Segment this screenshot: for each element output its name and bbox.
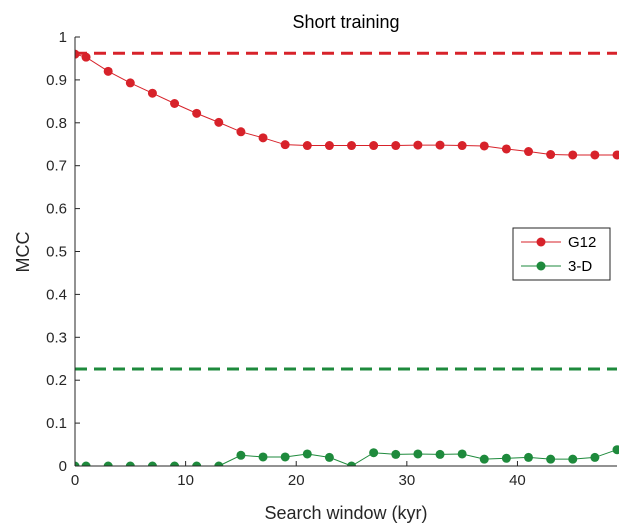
- data-point-3-d: [369, 448, 379, 458]
- x-tick-label: 20: [288, 472, 305, 489]
- x-tick-label: 0: [71, 472, 79, 489]
- data-point-3-d: [192, 461, 202, 466]
- y-tick-label: 1: [59, 29, 67, 46]
- data-point-g12: [391, 141, 401, 151]
- data-point-3-d: [170, 461, 180, 466]
- data-point-3-d: [81, 461, 91, 466]
- data-point-3-d: [302, 449, 312, 459]
- data-point-g12: [103, 66, 113, 76]
- data-point-3-d: [258, 452, 268, 462]
- data-point-g12: [125, 78, 135, 88]
- x-axis: 0 10 20 30 40: [71, 461, 617, 489]
- y-axis-label: MCC: [13, 232, 33, 273]
- data-point-3-d: [236, 450, 246, 460]
- data-point-3-d: [546, 454, 556, 464]
- data-point-g12: [236, 127, 246, 137]
- chart-title: Short training: [292, 12, 399, 32]
- data-point-3-d: [147, 461, 157, 466]
- data-point-g12: [369, 141, 379, 151]
- data-point-3-d: [214, 461, 224, 466]
- y-tick-label: 0.2: [46, 372, 67, 389]
- data-point-g12: [457, 141, 467, 151]
- data-point-g12: [258, 133, 268, 143]
- data-point-g12: [214, 117, 224, 127]
- data-point-g12: [192, 108, 202, 118]
- legend-marker-g12: [536, 237, 546, 247]
- data-point-g12: [568, 150, 578, 160]
- data-point-3-d: [590, 452, 600, 462]
- data-point-g12: [501, 144, 511, 154]
- data-point-g12: [546, 150, 556, 160]
- y-tick-label: 0.1: [46, 415, 67, 432]
- data-point-3-d: [280, 452, 290, 462]
- data-point-3-d: [435, 449, 445, 459]
- data-point-g12: [590, 150, 600, 160]
- y-tick-label: 0.4: [46, 286, 67, 303]
- data-point-g12: [302, 141, 312, 151]
- data-point-g12: [81, 52, 91, 62]
- legend-label-3-d: 3-D: [568, 258, 592, 275]
- y-tick-label: 0.8: [46, 115, 67, 132]
- data-point-g12: [280, 140, 290, 150]
- data-point-3-d: [457, 449, 467, 459]
- data-point-g12: [524, 147, 534, 157]
- y-tick-label: 0.3: [46, 329, 67, 346]
- x-axis-label: Search window (kyr): [264, 503, 427, 523]
- data-point-3-d: [524, 452, 534, 462]
- data-point-3-d: [75, 461, 80, 466]
- data-point-3-d: [103, 461, 113, 466]
- data-point-3-d: [324, 452, 334, 462]
- x-tick-label: 30: [398, 472, 415, 489]
- y-tick-label: 0: [59, 458, 67, 475]
- data-point-3-d: [479, 454, 489, 464]
- series-line-g12: [75, 53, 617, 156]
- data-point-g12: [347, 141, 357, 151]
- series-g12: [75, 49, 619, 160]
- data-point-3-d: [125, 461, 135, 466]
- data-point-3-d: [391, 449, 401, 459]
- legend-box: [512, 227, 611, 281]
- x-tick-label: 40: [509, 472, 526, 489]
- plot-area: [75, 49, 619, 466]
- y-tick-label: 0.9: [46, 72, 67, 89]
- y-tick-label: 0.6: [46, 201, 67, 218]
- data-point-3-d: [413, 449, 423, 459]
- data-point-g12: [75, 49, 80, 59]
- legend-marker-3-d: [536, 261, 546, 271]
- data-point-g12: [147, 88, 157, 98]
- series-line-3-d: [75, 449, 618, 466]
- data-point-g12: [612, 150, 619, 160]
- x-tick-label: 10: [177, 472, 194, 489]
- data-point-g12: [479, 141, 489, 151]
- data-point-3-d: [501, 453, 511, 463]
- data-point-3-d: [612, 445, 619, 455]
- series-3-d: [75, 445, 619, 466]
- data-point-g12: [435, 140, 445, 150]
- y-tick-label: 0.7: [46, 158, 67, 175]
- y-axis: 0 0.1 0.2 0.3 0.4 0.5 0.6 0.7 0.8 0.9 1: [46, 29, 80, 475]
- data-point-3-d: [568, 454, 578, 464]
- data-point-g12: [324, 141, 334, 151]
- data-point-g12: [413, 140, 423, 150]
- y-tick-label: 0.5: [46, 244, 67, 261]
- data-point-3-d: [347, 461, 357, 466]
- legend-label-g12: G12: [568, 234, 596, 251]
- data-point-g12: [170, 98, 180, 108]
